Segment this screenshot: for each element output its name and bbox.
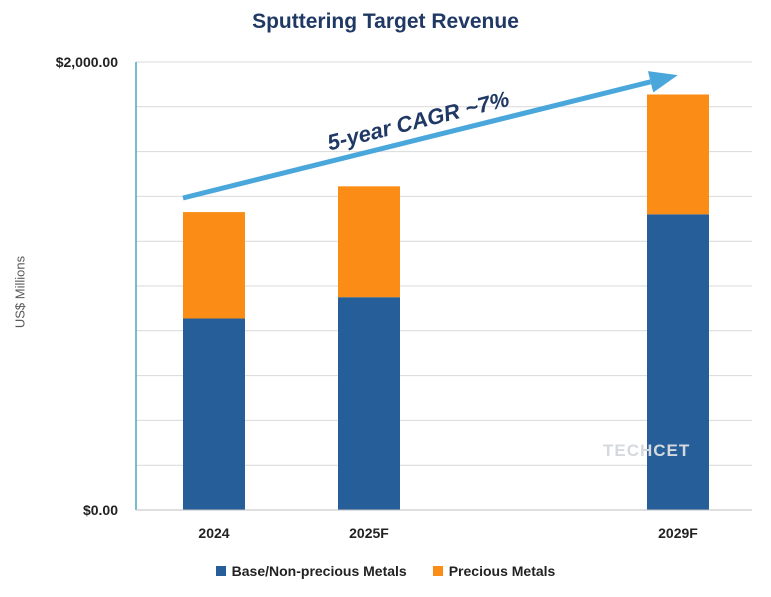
legend-swatch: [215, 566, 226, 576]
x-tick-label: 2024: [198, 525, 229, 541]
bar-2029f-base: [647, 214, 709, 510]
legend-label: Base/Non-precious Metals: [231, 563, 407, 579]
cagr-annotation: 5-year CAGR ~7%: [325, 86, 512, 155]
y-tick-label: $0.00: [83, 502, 118, 518]
chart-legend: Base/Non-precious Metals Precious Metals: [0, 563, 771, 579]
x-tick-label: 2025F: [349, 525, 389, 541]
legend-item: Precious Metals: [432, 563, 556, 579]
bar-2025f-base: [338, 297, 400, 510]
bar-2024-precious: [183, 212, 245, 319]
legend-swatch: [432, 566, 443, 576]
legend-label: Precious Metals: [448, 563, 556, 579]
bar-2025f-precious: [338, 186, 400, 298]
x-tick-label: 2029F: [658, 525, 698, 541]
bar-2029f-precious: [647, 94, 709, 215]
cagr-arrow-head: [647, 71, 678, 93]
y-tick-label: $2,000.00: [56, 54, 118, 70]
bar-2024-base: [183, 318, 245, 510]
legend-item: Base/Non-precious Metals: [215, 563, 407, 579]
cagr-arrow-shaft: [182, 79, 652, 201]
watermark-logo: TECHCET: [603, 441, 691, 460]
chart-title: Sputtering Target Revenue: [252, 10, 519, 33]
